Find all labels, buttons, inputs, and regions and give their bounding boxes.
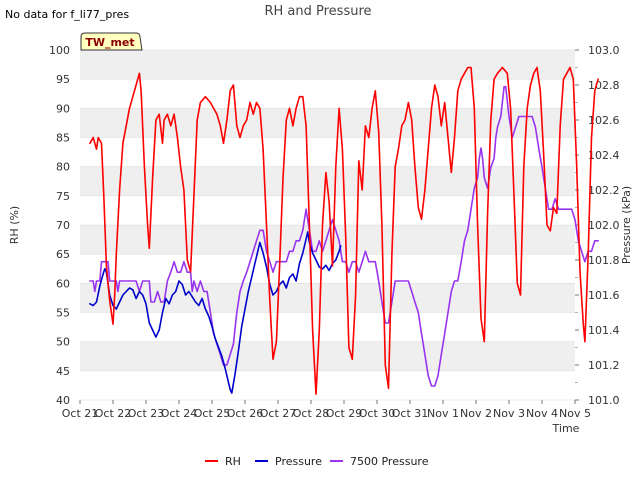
left-tick-label: 60 (56, 277, 70, 290)
x-tick-label: Nov 2 (460, 407, 492, 420)
right-tick-label: 102.4 (588, 149, 620, 162)
left-tick-label: 85 (56, 132, 70, 145)
chart-title: RH and Pressure (264, 4, 371, 19)
station-badge-label: TW_met (85, 36, 134, 49)
x-tick-label: Oct 30 (359, 407, 396, 420)
legend-label: 7500 Pressure (350, 455, 429, 468)
x-tick-label: Oct 29 (326, 407, 363, 420)
right-axis-ticks: 101.0 101.2 101.4 101.6 101.8 102.0 102.2 102.4… (575, 44, 620, 407)
left-tick-label: 40 (56, 394, 70, 407)
x-tick-label: Oct 28 (293, 407, 330, 420)
x-tick-label: Oct 31 (392, 407, 429, 420)
legend: RH Pressure 7500 Pressure (205, 455, 429, 468)
left-tick-label: 70 (56, 219, 70, 232)
right-axis-title: Pressure (kPa) (620, 186, 633, 264)
x-tick-label: Oct 24 (161, 407, 198, 420)
x-tick-label: Oct 23 (128, 407, 165, 420)
x-tick-label: Nov 4 (526, 407, 558, 420)
left-tick-label: 95 (56, 73, 70, 86)
x-tick-label: Nov 1 (427, 407, 459, 420)
station-badge: TW_met (80, 32, 143, 51)
right-tick-label: 101.8 (588, 254, 620, 267)
legend-label: Pressure (275, 455, 322, 468)
legend-label: RH (225, 455, 241, 468)
grid-band (80, 370, 575, 400)
left-tick-label: 65 (56, 248, 70, 261)
x-tick-label: Oct 25 (194, 407, 231, 420)
series-lines (89, 66, 599, 396)
x-tick-label: Oct 26 (227, 407, 264, 420)
left-tick-label: 75 (56, 190, 70, 203)
left-axis-ticks: 40 45 50 55 60 65 70 75 80 85 90 95 100 (49, 44, 70, 407)
x-tick-label: Oct 21 (62, 407, 99, 420)
grid-band (80, 283, 575, 313)
right-tick-label: 102.6 (588, 114, 620, 127)
grid-band (80, 341, 575, 371)
series-line-rh (89, 66, 599, 396)
left-tick-label: 80 (56, 161, 70, 174)
left-tick-label: 90 (56, 102, 70, 115)
right-tick-label: 101.4 (588, 324, 620, 337)
left-axis-title: RH (%) (8, 206, 21, 244)
no-data-note: No data for f_li77_pres (5, 8, 129, 21)
x-axis-title: Time (552, 422, 580, 435)
left-tick-label: 50 (56, 336, 70, 349)
right-tick-label: 101.2 (588, 359, 620, 372)
x-tick-label: Oct 22 (95, 407, 132, 420)
right-tick-label: 102.8 (588, 79, 620, 92)
grid-band (80, 195, 575, 225)
left-tick-label: 100 (49, 44, 70, 57)
grid-bands (80, 49, 575, 401)
x-tick-label: Oct 27 (260, 407, 297, 420)
x-tick-label: Nov 3 (493, 407, 525, 420)
grid-band (80, 225, 575, 255)
right-tick-label: 103.0 (588, 44, 620, 57)
right-tick-label: 101.6 (588, 289, 620, 302)
left-tick-label: 55 (56, 307, 70, 320)
right-tick-label: 102.2 (588, 184, 620, 197)
grid-band (80, 50, 575, 80)
left-tick-label: 45 (56, 365, 70, 378)
grid-band (80, 79, 575, 109)
right-tick-label: 102.0 (588, 219, 620, 232)
right-tick-label: 101.0 (588, 394, 620, 407)
grid-band (80, 312, 575, 342)
series-line-pressure (89, 231, 342, 394)
x-tick-label: Nov 5 (559, 407, 591, 420)
